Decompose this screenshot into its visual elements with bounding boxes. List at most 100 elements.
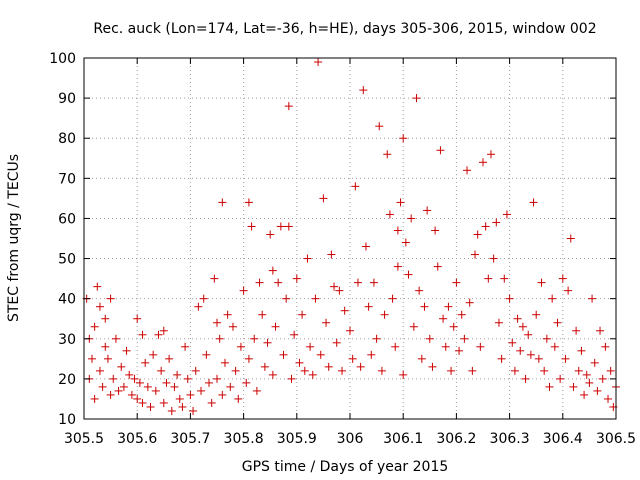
data-point	[497, 354, 506, 363]
data-point	[103, 354, 112, 363]
data-point	[170, 382, 179, 391]
data-point	[367, 350, 376, 359]
data-point	[335, 286, 344, 295]
data-point	[314, 58, 323, 67]
data-point	[436, 146, 445, 155]
y-tick-label: 10	[58, 412, 76, 428]
data-point	[157, 366, 166, 375]
data-point	[162, 378, 171, 387]
data-point	[348, 354, 357, 363]
y-tick-label: 60	[58, 211, 76, 227]
data-point	[284, 102, 293, 111]
data-point	[524, 330, 533, 339]
data-point	[186, 390, 195, 399]
data-point	[292, 274, 301, 283]
data-point	[417, 354, 426, 363]
data-point	[306, 342, 315, 351]
data-point	[90, 322, 99, 331]
data-point	[439, 314, 448, 323]
data-point	[338, 366, 347, 375]
y-tick-label: 20	[58, 372, 76, 388]
data-point	[101, 342, 110, 351]
data-point	[183, 374, 192, 383]
data-point	[90, 394, 99, 403]
data-point	[236, 342, 245, 351]
data-point	[582, 370, 591, 379]
data-point	[287, 374, 296, 383]
data-point	[399, 134, 408, 143]
x-tick-label: 305.8	[224, 431, 264, 447]
data-point	[526, 350, 535, 359]
data-point	[604, 394, 613, 403]
data-point	[207, 398, 216, 407]
data-point	[561, 354, 570, 363]
data-point	[346, 326, 354, 335]
data-point	[300, 366, 309, 375]
x-tick-label: 306	[337, 431, 364, 447]
data-point	[117, 362, 126, 371]
data-point	[532, 310, 541, 319]
y-tick-label: 70	[58, 171, 76, 187]
y-axis: 10 20 30 40 50 60 70 80 90 100	[49, 51, 616, 428]
data-point	[542, 334, 551, 343]
data-point	[380, 310, 389, 319]
data-point	[101, 314, 110, 323]
data-point	[199, 294, 208, 303]
data-point	[189, 406, 198, 415]
data-point	[433, 262, 442, 271]
data-point	[146, 402, 155, 411]
x-tick-label: 306.3	[490, 431, 530, 447]
data-point	[95, 366, 104, 375]
data-point	[244, 354, 253, 363]
data-point	[423, 206, 432, 215]
data-point	[513, 314, 522, 323]
data-point	[215, 334, 224, 343]
data-point	[234, 394, 243, 403]
data-point	[167, 406, 176, 415]
data-point	[247, 222, 256, 231]
data-point	[351, 182, 360, 191]
x-axis-label: GPS time / Days of year 2015	[242, 459, 449, 475]
data-point	[601, 342, 610, 351]
data-point	[330, 282, 339, 291]
data-point	[175, 394, 184, 403]
data-point	[268, 266, 277, 275]
data-point	[590, 358, 599, 367]
data-point	[393, 226, 402, 235]
data-point	[276, 222, 285, 231]
data-point	[372, 334, 381, 343]
data-point	[98, 382, 107, 391]
data-point	[130, 374, 139, 383]
data-point	[399, 370, 408, 379]
data-point	[606, 366, 615, 375]
data-point	[122, 346, 131, 355]
data-point	[138, 330, 147, 339]
data-point	[481, 222, 490, 231]
data-point	[574, 366, 583, 375]
data-point	[173, 370, 182, 379]
y-tick-label: 30	[58, 332, 76, 348]
data-point	[359, 86, 368, 95]
data-point	[213, 374, 221, 383]
data-point	[463, 166, 472, 175]
data-point	[473, 230, 482, 239]
data-point	[141, 358, 150, 367]
data-point	[226, 382, 235, 391]
data-point	[197, 386, 206, 395]
data-point	[558, 274, 567, 283]
data-point	[295, 358, 304, 367]
data-point	[242, 378, 251, 387]
data-point	[178, 402, 187, 411]
data-point	[127, 390, 136, 399]
data-point	[271, 322, 280, 331]
x-tick-label: 305.9	[277, 431, 317, 447]
data-point	[266, 230, 275, 239]
data-point	[210, 274, 219, 283]
data-point	[596, 326, 605, 335]
data-point	[191, 366, 200, 375]
data-point	[572, 326, 581, 335]
data-point	[356, 362, 365, 371]
data-point	[580, 390, 589, 399]
data-point	[444, 302, 453, 311]
data-point	[125, 370, 134, 379]
